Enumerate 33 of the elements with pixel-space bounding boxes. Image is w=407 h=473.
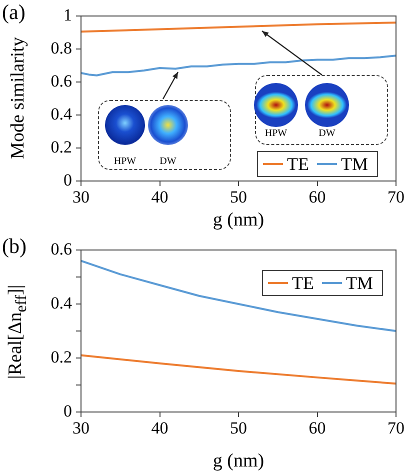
- y-tick-label: 1: [64, 5, 72, 24]
- y-tick-label: 0.4: [50, 293, 72, 312]
- x-tick-label: 30: [72, 418, 90, 438]
- x-axis-title: g (nm): [212, 210, 264, 231]
- x-tick-label: 30: [72, 188, 90, 207]
- y-tick-label: 0.4: [50, 104, 72, 124]
- x-tick-label: 50: [230, 188, 247, 207]
- y-axis-title: Mode similarity: [7, 36, 28, 158]
- chart-title: (a): [2, 0, 26, 25]
- legend-label: TM: [346, 272, 373, 294]
- annotation: DW: [158, 156, 178, 167]
- legend-label: TM: [341, 154, 368, 174]
- annotation: DW: [318, 128, 336, 139]
- x-tick-label: 60: [308, 418, 326, 438]
- y-tick-label: 0.2: [50, 347, 72, 366]
- x-tick-label: 70: [388, 418, 404, 438]
- y-tick-label: 0: [64, 401, 72, 420]
- x-tick-label: 60: [308, 188, 326, 207]
- y-tick-label: 0.8: [50, 38, 72, 58]
- y-tick-label: 0.6: [50, 71, 72, 90]
- y-tick-label: 0.6: [50, 239, 72, 258]
- x-tick-label: 40: [151, 418, 168, 438]
- y-tick-label: 0.2: [50, 137, 72, 156]
- annotation: HPW: [112, 156, 138, 167]
- x-tick-label: 50: [230, 418, 247, 438]
- x-tick-label: 40: [151, 188, 168, 207]
- chart-title: (b): [2, 234, 26, 259]
- annotation: HPW: [264, 128, 288, 139]
- legend-label: TE: [292, 272, 314, 294]
- x-axis-title: g (nm): [212, 450, 264, 472]
- x-tick-label: 70: [388, 188, 404, 207]
- legend-label: TE: [287, 154, 309, 174]
- y-tick-label: 0: [64, 170, 72, 190]
